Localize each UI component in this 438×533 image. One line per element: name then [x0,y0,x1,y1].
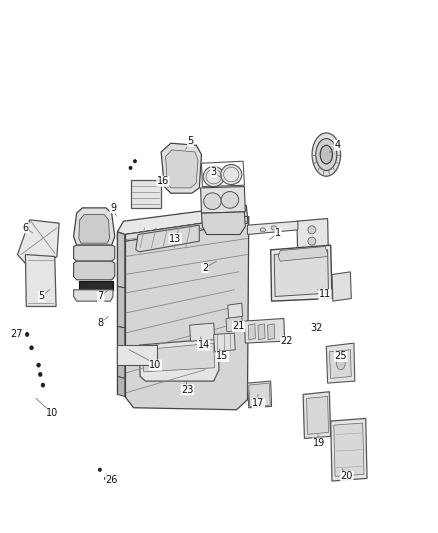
Polygon shape [303,392,331,438]
Polygon shape [143,343,215,372]
Polygon shape [248,324,255,340]
Polygon shape [334,423,364,477]
Polygon shape [247,381,272,408]
Text: 13: 13 [169,233,181,244]
Ellipse shape [37,363,40,367]
Text: 6: 6 [22,223,28,233]
Polygon shape [117,205,247,235]
Polygon shape [214,333,235,352]
Ellipse shape [203,166,224,187]
Polygon shape [125,216,247,241]
Polygon shape [329,350,351,378]
Polygon shape [131,180,161,208]
Polygon shape [190,323,215,341]
Ellipse shape [30,346,33,350]
Polygon shape [297,219,328,261]
Polygon shape [226,317,243,332]
Ellipse shape [308,226,316,234]
Text: 3: 3 [211,167,217,177]
Polygon shape [278,247,328,261]
Text: 4: 4 [334,140,340,150]
Text: 25: 25 [335,351,347,361]
Ellipse shape [312,133,341,176]
Text: 9: 9 [110,203,116,213]
Text: 16: 16 [157,176,169,186]
Text: 10: 10 [46,408,59,418]
Polygon shape [117,286,125,328]
Polygon shape [79,214,110,243]
Polygon shape [258,324,265,340]
Ellipse shape [39,373,42,376]
Polygon shape [307,397,328,434]
Text: 5: 5 [39,292,45,302]
Polygon shape [268,324,275,340]
Text: 1: 1 [275,228,281,238]
Polygon shape [117,376,125,397]
Text: 10: 10 [149,360,162,370]
Polygon shape [18,220,59,272]
Polygon shape [139,338,219,381]
Text: 11: 11 [319,289,331,300]
Polygon shape [117,232,125,288]
Polygon shape [271,245,332,301]
Polygon shape [74,290,113,301]
Text: 5: 5 [187,136,194,146]
Ellipse shape [336,357,345,370]
Polygon shape [117,326,125,357]
Text: 27: 27 [11,329,23,340]
Ellipse shape [271,226,276,230]
Ellipse shape [316,139,337,171]
Polygon shape [125,216,249,410]
Text: 8: 8 [98,318,104,328]
Polygon shape [117,345,157,365]
Ellipse shape [98,468,102,471]
Text: 32: 32 [310,323,322,333]
Polygon shape [125,216,247,241]
Text: 7: 7 [98,292,104,302]
Ellipse shape [25,333,29,336]
Polygon shape [326,343,355,383]
Polygon shape [228,303,243,318]
Text: 23: 23 [181,385,194,395]
Ellipse shape [308,237,316,245]
Polygon shape [249,383,270,406]
Text: 15: 15 [216,351,229,361]
Ellipse shape [41,383,45,387]
Text: 26: 26 [106,475,118,484]
Polygon shape [74,261,115,280]
Polygon shape [117,354,125,378]
Text: 2: 2 [202,263,208,273]
Text: 19: 19 [313,438,325,448]
Text: 17: 17 [252,398,265,408]
Ellipse shape [133,159,136,163]
Ellipse shape [129,166,132,169]
Ellipse shape [221,165,242,184]
Polygon shape [244,318,285,343]
Text: 21: 21 [233,321,245,332]
Polygon shape [201,212,245,235]
Polygon shape [274,250,328,296]
Polygon shape [201,187,245,213]
Polygon shape [74,245,115,261]
Text: 22: 22 [281,336,293,346]
Ellipse shape [320,145,332,164]
Text: 14: 14 [198,340,210,350]
Polygon shape [136,225,199,252]
Ellipse shape [204,193,221,209]
Polygon shape [331,418,367,481]
Polygon shape [79,281,113,290]
Ellipse shape [104,477,107,480]
Ellipse shape [221,191,239,208]
Ellipse shape [260,228,265,232]
Polygon shape [332,272,351,301]
Polygon shape [117,232,125,241]
Polygon shape [161,143,201,193]
Text: 20: 20 [341,471,353,481]
Ellipse shape [308,249,316,257]
Polygon shape [166,150,198,188]
Polygon shape [247,221,298,235]
Polygon shape [74,208,115,245]
Polygon shape [25,255,56,306]
